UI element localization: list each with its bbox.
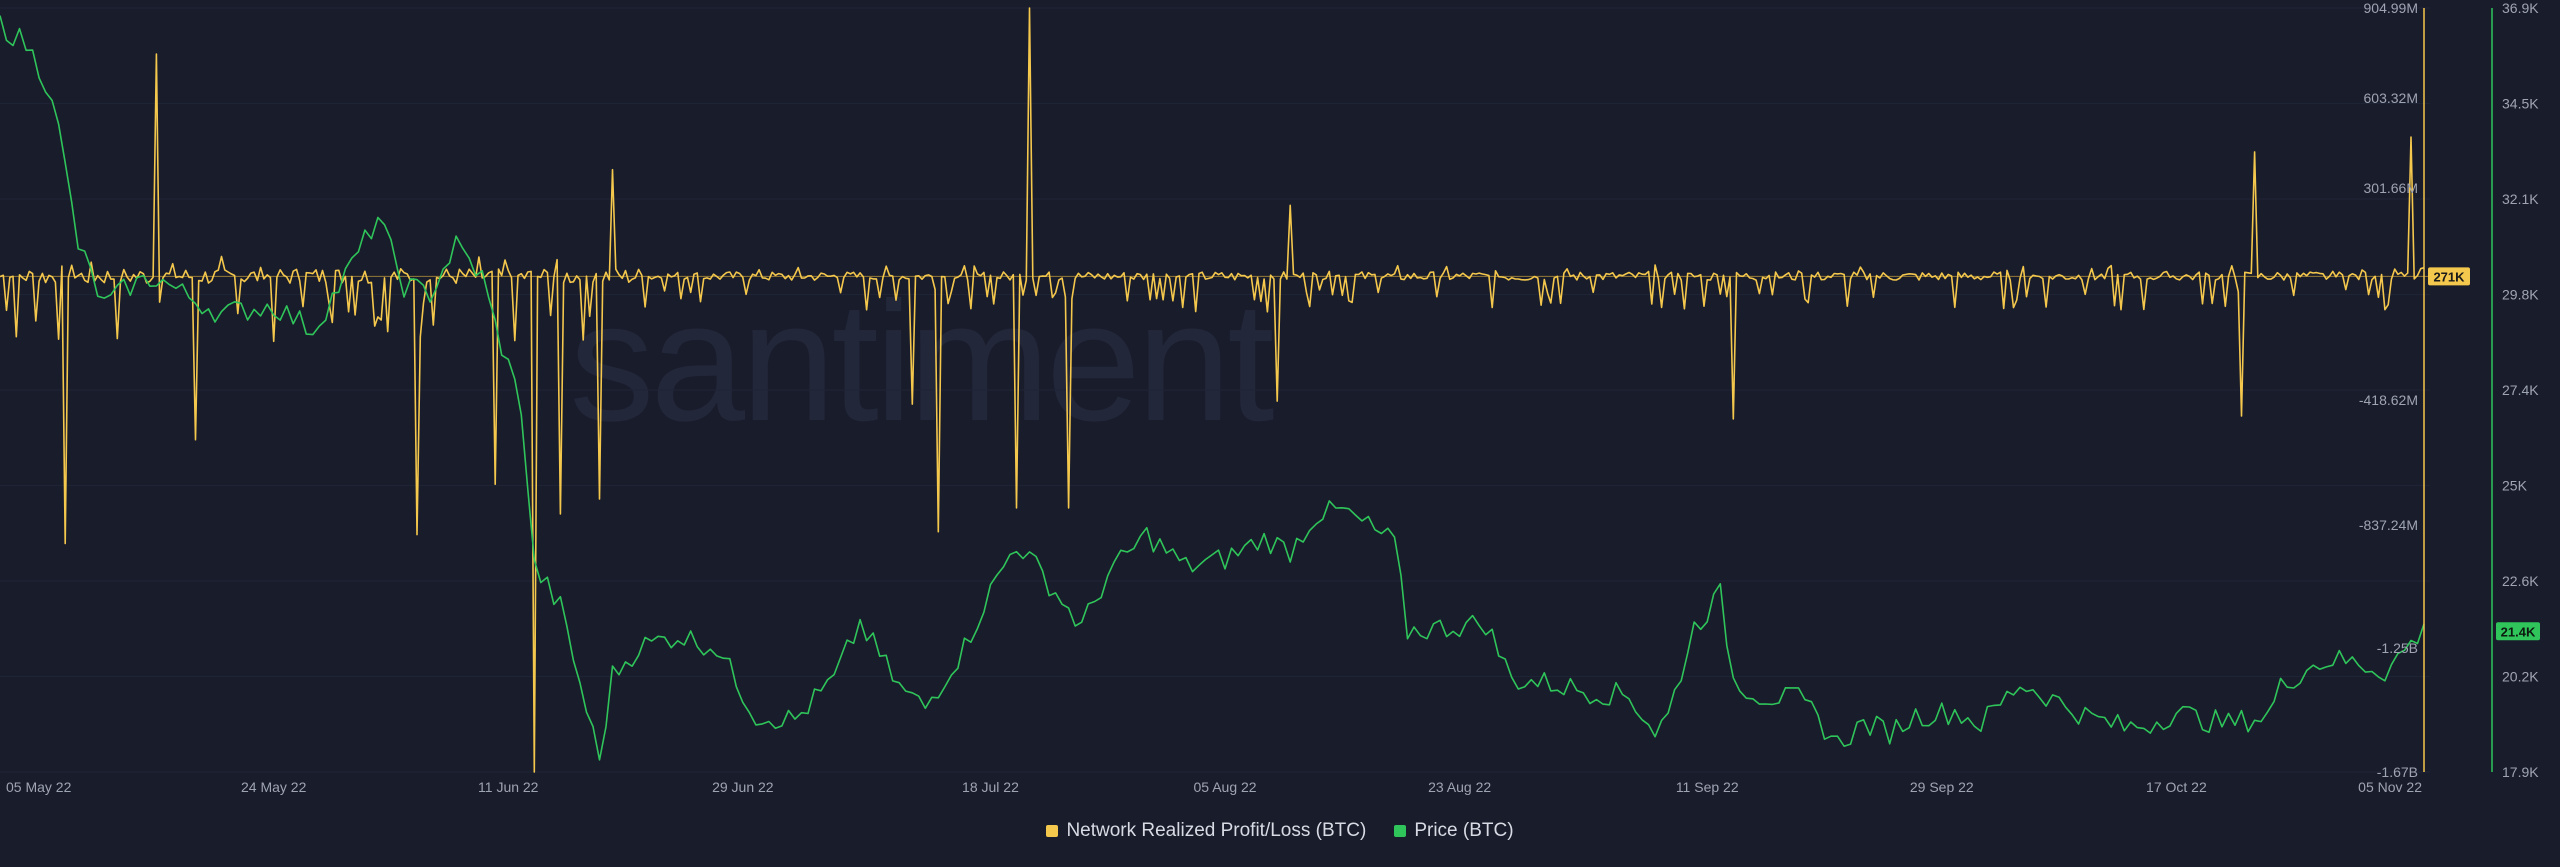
price-current-badge [2496, 622, 2540, 641]
legend-swatch-profit-loss [1046, 825, 1059, 837]
price-line [0, 15, 2425, 761]
left-axis-tick-label: 301.66M [2364, 180, 2418, 196]
x-axis-tick-label: 24 May 22 [241, 779, 307, 795]
x-axis-tick-label: 11 Jun 22 [478, 779, 539, 795]
profit-loss-line [0, 7, 2425, 773]
legend-label-price: Price (BTC) [1414, 820, 1514, 841]
profit-loss-current-badge [2428, 267, 2470, 286]
legend: Network Realized Profit/Loss (BTC) Price… [0, 820, 2560, 842]
x-axis-tick-label: 17 Oct 22 [2146, 779, 2207, 795]
x-axis-tick-label: 11 Sep 22 [1676, 779, 1739, 795]
left-axis-tick-label: 603.32M [2364, 90, 2418, 106]
x-axis-tick-label: 05 Aug 22 [1194, 779, 1257, 795]
santiment-watermark: santiment [569, 267, 1273, 457]
x-axis-tick-label: 18 Jul 22 [962, 779, 1019, 795]
left-axis-tick-label: -1.67B [2377, 764, 2418, 780]
right-axis-tick-label: 25K [2502, 478, 2528, 494]
profit-loss-current-label: 271K [2433, 269, 2465, 284]
profit-loss-series [0, 7, 2430, 773]
left-axis-tick-label: -418.62M [2359, 392, 2418, 408]
left-axis-tick-label: -1.25B [2377, 640, 2418, 656]
right-axis-tick-label: 22.6K [2502, 573, 2539, 589]
right-axis-tick-label: 17.9K [2502, 764, 2539, 780]
left-axis-tick-label: -837.24M [2359, 517, 2418, 533]
price-current-label: 21.4K [2501, 624, 2536, 639]
right-axis-tick-label: 27.4K [2502, 382, 2539, 398]
legend-label-profit-loss: Network Realized Profit/Loss (BTC) [1066, 820, 1367, 841]
legend-item-price[interactable]: Price (BTC) [1394, 820, 1514, 842]
legend-swatch-price [1394, 825, 1407, 837]
price-series [0, 15, 2425, 761]
right-axis-tick-label: 29.8K [2502, 287, 2539, 303]
right-axis-tick-label: 36.9K [2502, 0, 2539, 16]
right-axis-tick-label: 34.5K [2502, 96, 2539, 112]
x-axis-tick-label: 05 May 22 [6, 779, 72, 795]
right-axis-tick-label: 20.2K [2502, 669, 2539, 685]
grid-lines [0, 7, 2430, 773]
left-axis-tick-label: 904.99M [2364, 0, 2418, 16]
x-axis-tick-label: 29 Sep 22 [1910, 779, 1974, 795]
right-axis-tick-label: 32.1K [2502, 191, 2539, 207]
legend-item-profit-loss[interactable]: Network Realized Profit/Loss (BTC) [1046, 820, 1366, 842]
x-axis-tick-label: 29 Jun 22 [712, 779, 774, 795]
x-axis-tick-label: 05 Nov 22 [2358, 779, 2422, 795]
x-axis-tick-label: 23 Aug 22 [1428, 779, 1491, 795]
axes: 904.99M 603.32M 301.66M -418.62M -837.24M -1.… [6, 0, 2540, 795]
